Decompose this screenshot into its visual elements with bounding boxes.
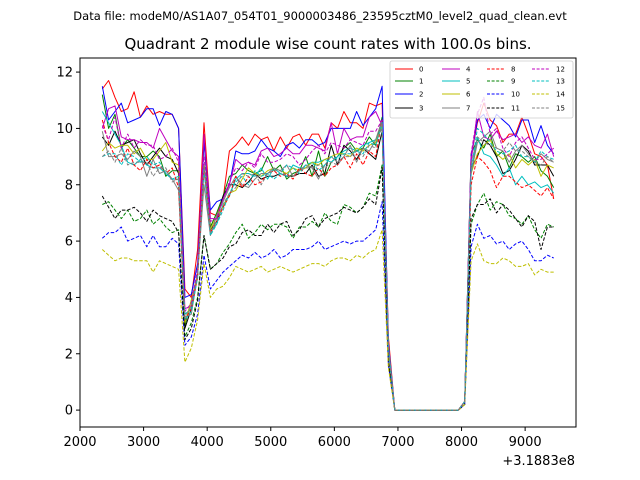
legend-label-11: 11 [511,105,520,113]
legend-label-3: 3 [419,105,423,113]
data-file-suptitle: Data file: modeM0/AS1A07_054T01_90000034… [73,9,567,23]
x-tick-label: 9000 [509,435,542,450]
y-tick-label: 10 [56,122,73,137]
legend-label-6: 6 [466,91,471,99]
series-line-8 [101,119,555,411]
legend-label-10: 10 [511,91,520,99]
y-tick-label: 2 [65,347,73,362]
x-tick-label: 2000 [63,435,96,450]
chart-title: Quadrant 2 module wise count rates with … [124,35,531,53]
y-tick-label: 4 [65,291,73,306]
series-line-10 [101,201,554,411]
x-axis: 2000 3000 4000 5000 6000 7000 8000 9000 [63,427,542,450]
legend-label-15: 15 [556,105,565,113]
series-line-11 [101,167,554,411]
x-tick-label: 4000 [191,435,224,450]
y-tick-label: 8 [65,178,73,193]
series-line-3 [101,130,555,411]
legend-label-1: 1 [419,78,423,86]
legend-box [389,60,574,119]
x-tick-label: 3000 [127,435,160,450]
legend-label-8: 8 [511,66,515,74]
legend-label-7: 7 [466,105,470,113]
y-axis: 0 2 4 6 8 10 12 [56,66,80,419]
series-line-15 [101,122,555,411]
legend-label-9: 9 [511,78,515,86]
legend-label-4: 4 [466,66,471,74]
legend-label-5: 5 [466,78,470,86]
legend-label-0: 0 [419,66,423,74]
legend-label-14: 14 [556,91,565,99]
x-tick-label: 8000 [445,435,478,450]
series-line-13 [102,122,554,411]
y-tick-label: 0 [65,404,73,419]
y-tick-label: 12 [56,66,73,81]
series-line-9 [102,164,554,411]
x-tick-label: 5000 [254,435,287,450]
legend-label-12: 12 [556,66,565,74]
legend-label-2: 2 [419,91,423,99]
legend-label-13: 13 [556,78,565,86]
x-tick-label: 6000 [318,435,351,450]
series-line-6 [101,125,554,411]
x-offset-text: +3.1883e8 [502,454,575,469]
plot-area-frame [79,57,577,428]
y-tick-label: 6 [65,235,73,250]
x-tick-label: 7000 [381,435,414,450]
series-layer [101,80,555,411]
series-line-0 [101,80,555,411]
series-line-14 [101,229,554,411]
